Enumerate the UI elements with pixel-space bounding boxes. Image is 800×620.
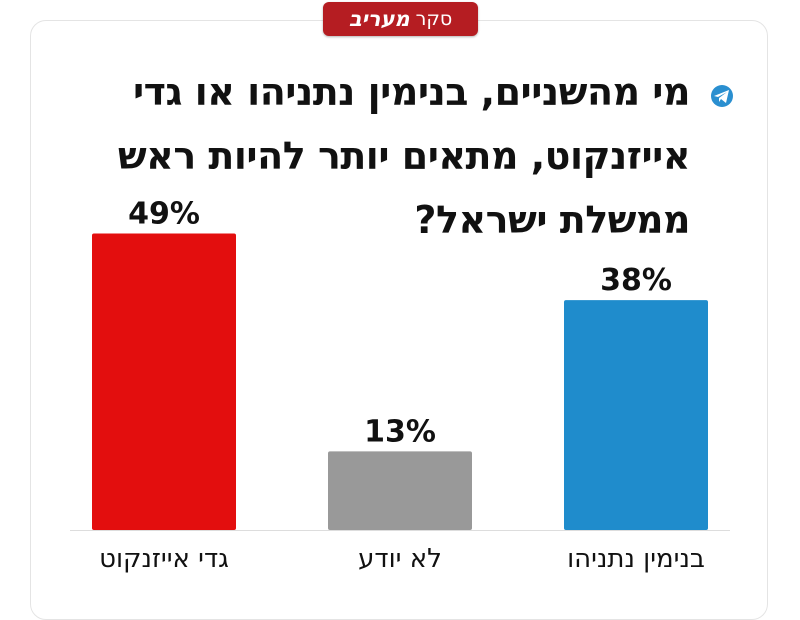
category-label-1: לא יודע bbox=[358, 544, 442, 574]
chart-title: מי מהשניים, בנימין נתניהו או גדי אייזנקו… bbox=[117, 70, 691, 242]
bar-1 bbox=[328, 451, 472, 530]
poll-badge: סקר מעריב bbox=[323, 2, 478, 36]
bar-0 bbox=[92, 233, 236, 531]
bar-chart: 49% גדי אייזנקוט 13% לא יודע 38% בנימין נתניה… bbox=[70, 197, 730, 574]
telegram-icon bbox=[711, 85, 733, 107]
category-label-0: גדי אייזנקוט bbox=[99, 544, 229, 574]
bar-value-label-2: 38% bbox=[600, 263, 672, 298]
badge-brand: מעריב bbox=[348, 7, 410, 31]
category-label-2: בנימין נתניהו bbox=[567, 544, 705, 574]
bar-value-label-0: 49% bbox=[128, 197, 200, 232]
badge-prefix: סקר bbox=[415, 8, 453, 30]
bar-2 bbox=[564, 300, 708, 530]
bar-value-label-1: 13% bbox=[364, 414, 436, 449]
